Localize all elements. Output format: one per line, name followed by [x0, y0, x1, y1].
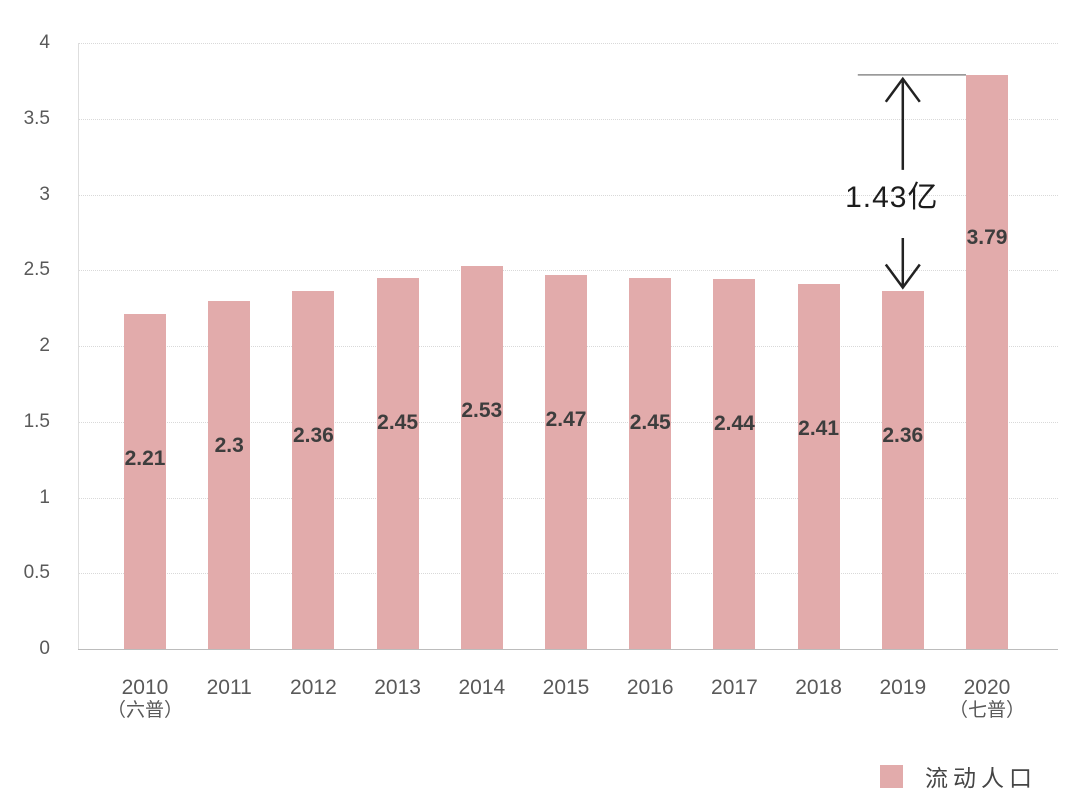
x-tick-year: 2020 [963, 676, 1011, 699]
legend-label: 流动人口 [925, 765, 1037, 791]
y-tick-label-1: 1 [39, 486, 50, 508]
y-tick-label-3: 3 [39, 183, 50, 205]
y-tick-label-1.5: 1.5 [23, 410, 50, 432]
value-label-2019: 2.36 [882, 424, 924, 448]
y-tick-label-2.5: 2.5 [23, 259, 50, 281]
y-axis-line [78, 43, 79, 649]
bar-2017 [713, 279, 756, 649]
bar-2020 [966, 74, 1008, 649]
bar-2010 [124, 314, 166, 649]
y-tick-label-2: 2 [39, 335, 50, 356]
gridline-3 [78, 194, 1058, 196]
x-tick-year: 2017 [711, 676, 758, 699]
bar-2011 [208, 300, 251, 649]
bar-2014 [460, 265, 503, 649]
value-label-2010: 2.21 [124, 447, 166, 471]
x-tick-year: 2016 [626, 676, 674, 699]
value-label-2017: 2.44 [713, 412, 755, 436]
x-tick-year: 2012 [290, 676, 337, 699]
x-tick-year: 2019 [879, 676, 927, 699]
x-tick-year: 2014 [458, 676, 506, 699]
bar-2018 [797, 283, 840, 649]
bar-2012 [292, 291, 335, 649]
value-label-2011: 2.3 [214, 433, 244, 457]
difference-annotation-label: 1.43亿 [845, 181, 939, 214]
x-tick-label-2020: 2020 （七普） [949, 676, 1025, 722]
x-tick-census-note: （七普） [948, 700, 1026, 721]
value-label-2014: 2.53 [461, 398, 503, 422]
x-tick-year: 2015 [542, 676, 590, 699]
x-tick-label-2019: 2019 [879, 676, 926, 699]
x-tick-label-2013: 2013 [374, 676, 421, 699]
y-tick-label-3.5: 3.5 [23, 107, 50, 129]
y-tick-label-0.5: 0.5 [23, 562, 50, 584]
y-tick-label-0: 0 [39, 638, 50, 659]
x-tick-label-2017: 2017 [711, 676, 758, 699]
gridline-2.5 [78, 270, 1058, 272]
x-tick-year: 2013 [374, 676, 421, 699]
x-tick-label-2015: 2015 [543, 676, 590, 699]
bar-2015 [545, 274, 587, 649]
value-label-2015: 2.47 [545, 407, 587, 431]
legend-swatch-icon [880, 764, 903, 788]
x-tick-year: 2018 [795, 676, 842, 699]
y-tick-label-4: 4 [39, 32, 50, 53]
value-label-2018: 2.41 [798, 416, 840, 440]
x-tick-year: 2010 [121, 676, 169, 699]
gridline-3.5 [78, 118, 1058, 120]
bar-2016 [629, 277, 672, 649]
legend: 流动人口 [880, 759, 1037, 793]
x-tick-year: 2011 [206, 676, 252, 699]
value-label-2016: 2.45 [629, 410, 671, 434]
x-tick-label-2016: 2016 [627, 676, 674, 699]
gridline-4 [78, 43, 1058, 44]
bar-2013 [376, 277, 419, 649]
x-tick-label-2010: 2010 （六普） [107, 676, 183, 722]
x-tick-census-note: （六普） [106, 700, 184, 721]
value-label-2012: 2.36 [292, 424, 334, 448]
value-label-2020: 3.79 [966, 225, 1008, 249]
x-tick-label-2018: 2018 [795, 676, 842, 699]
x-axis-line [78, 649, 1058, 650]
bar-2019 [881, 291, 924, 649]
x-tick-label-2012: 2012 [290, 676, 337, 699]
x-tick-label-2011: 2011 [207, 676, 252, 699]
x-tick-label-2014: 2014 [458, 676, 505, 699]
value-label-2013: 2.45 [377, 410, 419, 434]
